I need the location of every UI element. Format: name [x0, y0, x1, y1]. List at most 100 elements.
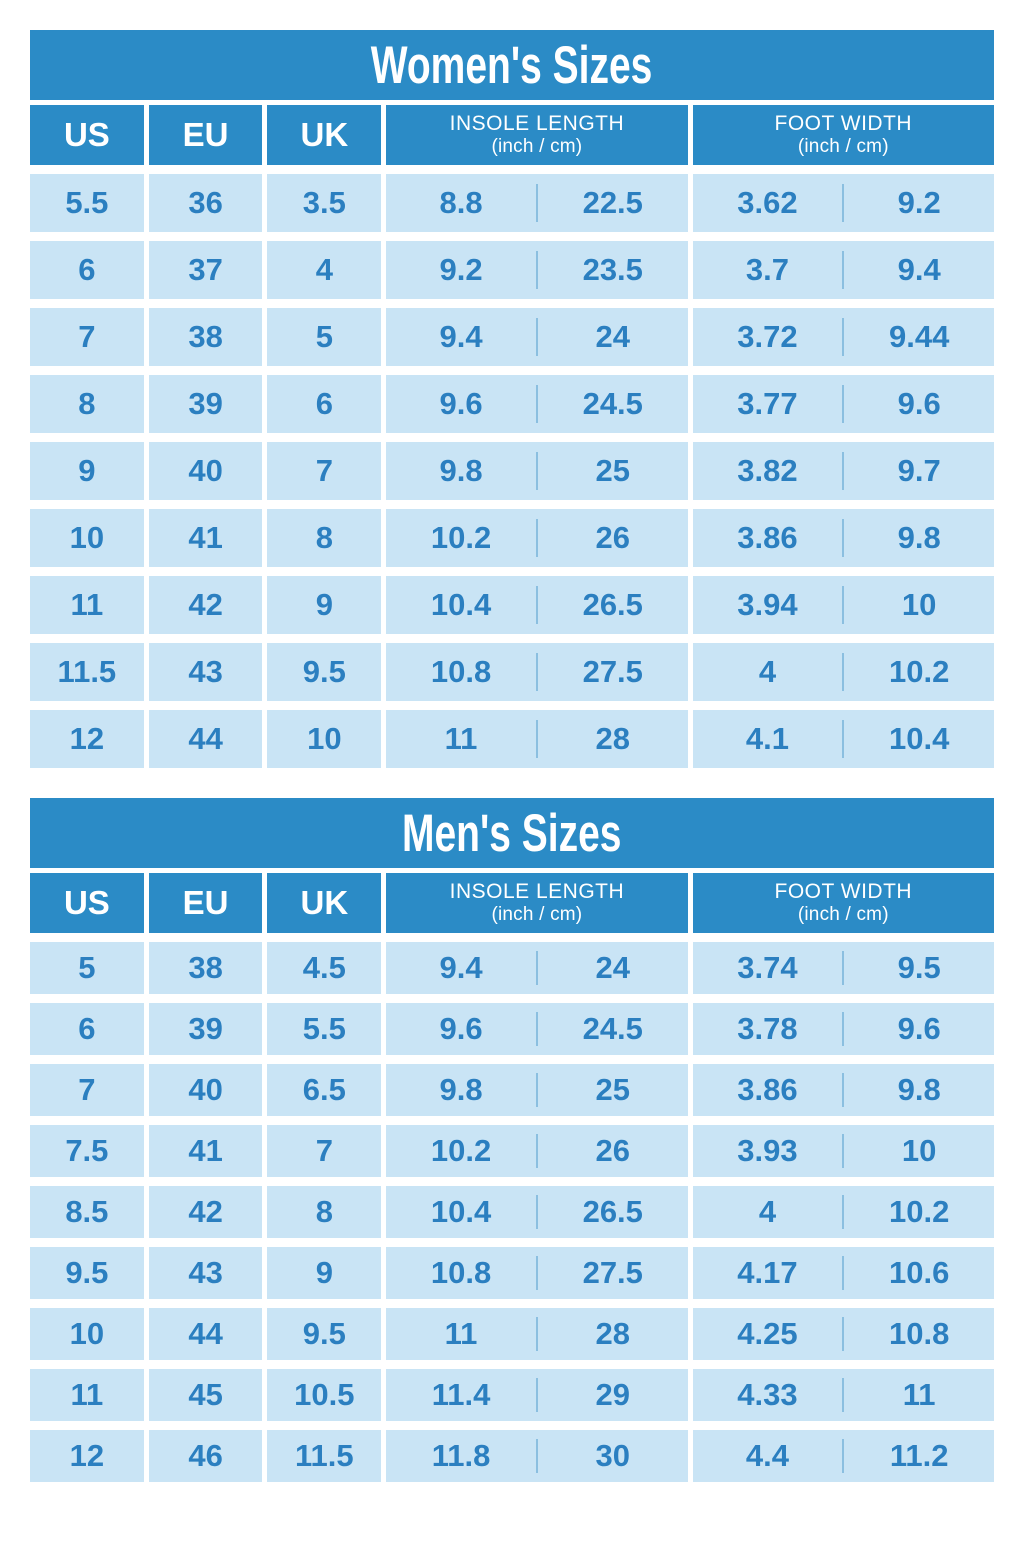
uk-size-cell: 6.5 — [267, 1064, 382, 1116]
cell-divider — [535, 1378, 538, 1412]
cell-divider — [535, 1439, 538, 1473]
width-cm-value: 10 — [901, 587, 937, 622]
eu-size-cell: 39 — [148, 1003, 263, 1055]
cell-divider — [535, 318, 538, 356]
cell-divider — [842, 1378, 845, 1412]
insole-length-cell: 10.8 27.5 — [386, 1247, 688, 1299]
width-inch-value: 4.25 — [737, 1316, 798, 1351]
insole-inch-value: 9.4 — [439, 319, 483, 354]
width-inch-value: 4.1 — [745, 721, 789, 756]
cell-divider — [535, 1256, 538, 1290]
eu-size-cell: 41 — [148, 1125, 263, 1177]
eu-size-cell: 44 — [148, 1308, 263, 1360]
foot-width-cell: 3.72 9.44 — [692, 308, 994, 366]
eu-size-cell: 42 — [148, 576, 263, 634]
cell-divider — [535, 1134, 538, 1168]
width-cm-value: 10.2 — [888, 654, 950, 689]
mens-title-bar: Men's Sizes — [30, 798, 994, 868]
eu-size-cell: 43 — [148, 1247, 263, 1299]
foot-width-cell: 4 10.2 — [692, 643, 994, 701]
insole-length-units: (inch / cm) — [491, 136, 583, 158]
foot-width-cell: 4.33 11 — [692, 1369, 994, 1421]
foot-width-cell: 3.94 10 — [692, 576, 994, 634]
us-size-cell: 10 — [30, 1308, 144, 1360]
cell-divider — [535, 586, 538, 624]
insole-cm-value: 28 — [595, 1316, 630, 1351]
col-header-uk: UK — [267, 873, 382, 933]
womens-size-table: Women's Sizes US EU UK INSOLE LENGTH (in… — [30, 30, 994, 768]
uk-size-cell: 6 — [267, 375, 382, 433]
width-cm-value: 10.6 — [888, 1255, 950, 1290]
width-cm-value: 11 — [902, 1377, 936, 1412]
insole-cm-value: 24 — [595, 950, 630, 985]
insole-length-cell: 9.8 25 — [386, 1064, 688, 1116]
eu-size-cell: 40 — [148, 442, 263, 500]
col-header-uk: UK — [267, 105, 382, 165]
insole-length-units: (inch / cm) — [491, 904, 583, 926]
uk-size-cell: 9.5 — [267, 1308, 382, 1360]
width-cm-value: 9.2 — [897, 185, 941, 220]
insole-cm-value: 30 — [595, 1438, 630, 1473]
insole-length-cell: 10.8 27.5 — [386, 643, 688, 701]
insole-inch-value: 10.4 — [430, 1194, 492, 1229]
insole-cm-value: 25 — [595, 1072, 630, 1107]
insole-cm-value: 22.5 — [582, 185, 643, 220]
width-cm-value: 10.4 — [888, 721, 950, 756]
col-header-insole-length: INSOLE LENGTH (inch / cm) — [386, 105, 688, 165]
insole-cm-value: 24.5 — [582, 386, 643, 421]
insole-inch-value: 9.2 — [439, 252, 483, 287]
insole-inch-value: 11 — [444, 721, 478, 756]
foot-width-cell: 3.82 9.7 — [692, 442, 994, 500]
insole-cm-value: 26.5 — [582, 1194, 643, 1229]
width-inch-value: 3.82 — [737, 453, 798, 488]
width-inch-value: 3.93 — [737, 1133, 798, 1168]
us-size-cell: 10 — [30, 509, 144, 567]
insole-cm-value: 26 — [595, 1133, 630, 1168]
insole-length-cell: 9.6 24.5 — [386, 1003, 688, 1055]
us-size-cell: 12 — [30, 1430, 144, 1482]
width-inch-value: 3.74 — [737, 950, 798, 985]
insole-length-cell: 9.4 24 — [386, 308, 688, 366]
foot-width-cell: 3.86 9.8 — [692, 1064, 994, 1116]
width-cm-value: 11.2 — [889, 1438, 949, 1473]
insole-length-cell: 9.8 25 — [386, 442, 688, 500]
col-header-eu: EU — [148, 105, 263, 165]
insole-inch-value: 8.8 — [439, 185, 483, 220]
insole-length-cell: 11.8 30 — [386, 1430, 688, 1482]
insole-cm-value: 27.5 — [582, 654, 643, 689]
eu-size-cell: 37 — [148, 241, 263, 299]
us-size-cell: 7 — [30, 1064, 144, 1116]
cell-divider — [535, 1195, 538, 1229]
us-size-cell: 5 — [30, 942, 144, 994]
cell-divider — [535, 720, 538, 758]
width-cm-value: 10 — [901, 1133, 937, 1168]
insole-cm-value: 26 — [595, 520, 630, 555]
mens-size-table: Men's Sizes US EU UK INSOLE LENGTH (inch… — [30, 798, 994, 1482]
cell-divider — [842, 385, 845, 423]
uk-size-cell: 9.5 — [267, 643, 382, 701]
cell-divider — [842, 586, 845, 624]
col-header-us: US — [30, 105, 144, 165]
width-inch-value: 3.72 — [737, 319, 798, 354]
insole-length-cell: 10.2 26 — [386, 1125, 688, 1177]
uk-size-cell: 5.5 — [267, 1003, 382, 1055]
insole-inch-value: 10.4 — [430, 587, 492, 622]
eu-size-cell: 42 — [148, 1186, 263, 1238]
width-inch-value: 3.78 — [737, 1011, 798, 1046]
cell-divider — [842, 318, 845, 356]
uk-size-cell: 3.5 — [267, 174, 382, 232]
us-size-cell: 12 — [30, 710, 144, 768]
cell-divider — [535, 951, 538, 985]
us-size-cell: 6 — [30, 241, 144, 299]
foot-width-cell: 3.74 9.5 — [692, 942, 994, 994]
cell-divider — [842, 519, 845, 557]
width-cm-value: 9.8 — [897, 1072, 941, 1107]
foot-width-cell: 4.17 10.6 — [692, 1247, 994, 1299]
eu-size-cell: 44 — [148, 710, 263, 768]
foot-width-cell: 3.93 10 — [692, 1125, 994, 1177]
us-size-cell: 11 — [30, 1369, 144, 1421]
insole-length-label: INSOLE LENGTH — [449, 112, 625, 135]
insole-length-cell: 9.2 23.5 — [386, 241, 688, 299]
uk-size-cell: 8 — [267, 509, 382, 567]
insole-cm-value: 26.5 — [582, 587, 643, 622]
